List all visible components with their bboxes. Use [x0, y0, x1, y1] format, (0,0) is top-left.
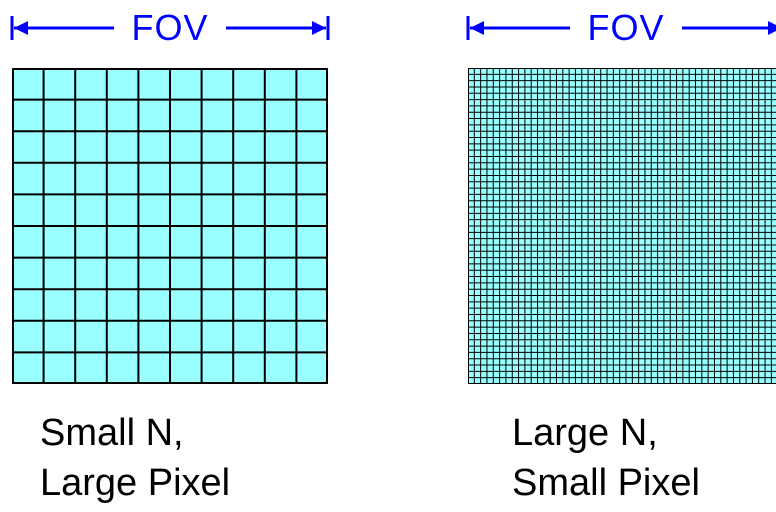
fov-indicator: FOV — [466, 8, 776, 48]
caption-line-2: Small Pixel — [512, 462, 700, 504]
caption-line-1: Large N, — [512, 412, 658, 454]
fov-arrow-icon — [466, 16, 776, 40]
large-n-panel: FOV Large N, Small Pixel — [456, 0, 776, 512]
caption-line-1: Small N, — [40, 412, 184, 454]
caption-line-2: Large Pixel — [40, 462, 231, 504]
small-n-panel: FOV Small N, Large Pixel — [0, 0, 360, 512]
fov-arrow-icon — [10, 16, 330, 40]
coarse-pixel-grid — [12, 68, 328, 384]
fov-indicator: FOV — [10, 8, 330, 48]
fov-label: FOV — [587, 7, 665, 48]
caption: Small N, Large Pixel — [40, 408, 230, 508]
fov-label: FOV — [131, 7, 209, 48]
caption: Large N, Small Pixel — [512, 408, 700, 508]
fine-pixel-grid — [468, 68, 776, 384]
